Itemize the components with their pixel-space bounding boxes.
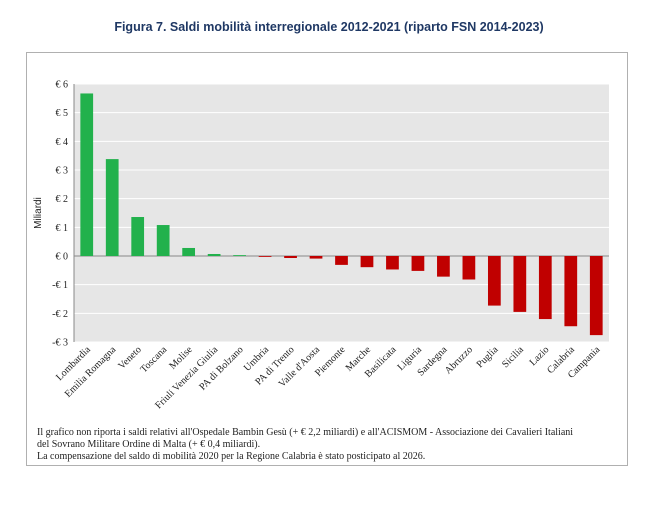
- bar: [411, 256, 425, 271]
- bar: [156, 225, 170, 256]
- bar: [80, 93, 94, 257]
- y-tick-label: € 0: [56, 252, 69, 263]
- y-axis-label: Miliardi: [33, 197, 44, 229]
- bar: [589, 256, 603, 336]
- x-tick-label: Sicilia: [500, 344, 526, 370]
- footnote-line: del Sovrano Militare Ordine di Malta (+ …: [37, 439, 261, 450]
- x-tick-label: Abruzzo: [443, 344, 475, 376]
- bar: [360, 256, 374, 268]
- bar: [131, 217, 145, 256]
- bar: [182, 247, 196, 256]
- bar: [207, 253, 221, 256]
- bar: [105, 159, 119, 256]
- bar: [258, 256, 272, 257]
- y-tick-label: € 1: [56, 223, 69, 234]
- bar: [538, 256, 552, 320]
- y-tick-label: € 2: [56, 194, 69, 205]
- footnote-line: La compensazione del saldo di mobilità 2…: [37, 451, 426, 462]
- bar: [309, 256, 323, 259]
- bar: [437, 256, 450, 277]
- bar: [386, 256, 399, 270]
- y-tick-label: € 4: [56, 137, 69, 148]
- y-tick-label: -€ 1: [52, 280, 68, 291]
- bar: [487, 256, 501, 306]
- bar: [233, 255, 246, 256]
- bar: [513, 256, 527, 312]
- chart-title: Figura 7. Saldi mobilità interregionale …: [114, 20, 544, 34]
- y-tick-label: € 5: [56, 108, 69, 119]
- bar: [462, 256, 476, 280]
- x-tick-label: Toscana: [138, 344, 169, 375]
- y-tick-label: -€ 3: [52, 338, 68, 349]
- footnote-line: Il grafico non riporta i saldi relativi …: [37, 427, 574, 438]
- y-tick-label: -€ 2: [52, 309, 68, 320]
- footnote: Il grafico non riporta i saldi relativi …: [37, 427, 617, 463]
- x-tick-label: Puglia: [475, 344, 501, 370]
- y-tick-label: € 3: [56, 166, 69, 177]
- bar: [335, 256, 348, 265]
- plot-area: [74, 84, 609, 342]
- chart-frame: [26, 52, 628, 466]
- bar: [284, 256, 297, 259]
- y-tick-label: € 6: [56, 80, 69, 91]
- bar: [564, 256, 578, 327]
